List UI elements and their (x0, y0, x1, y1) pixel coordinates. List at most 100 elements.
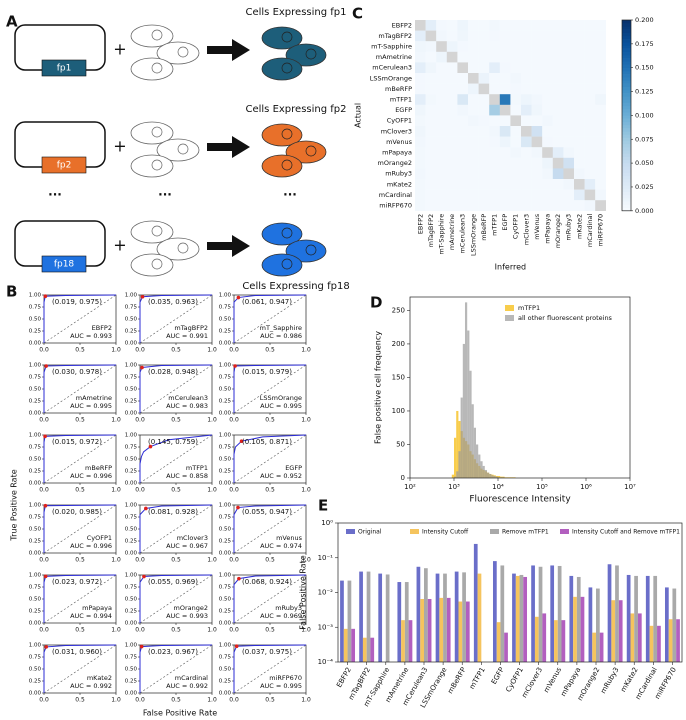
panel-label: C (352, 5, 363, 23)
y-tick-label: 0.50 (219, 457, 232, 463)
diagonal (43, 294, 117, 344)
heatmap-cell (457, 62, 469, 74)
histogram-bar (482, 465, 485, 478)
heatmap-cell (574, 115, 585, 127)
heatmap-cell (595, 168, 606, 180)
y-tick-label: 0.25 (29, 469, 42, 475)
column-label: mRuby3 (565, 214, 573, 241)
y-tick-label: 0.75 (125, 655, 138, 661)
colorbar-step (622, 45, 631, 49)
row-label: mPapaya (382, 149, 412, 157)
heatmap-cell (574, 62, 585, 74)
heatmap-cell (499, 94, 511, 105)
column-label: mCardinal (586, 214, 594, 247)
heatmap-cell (457, 115, 469, 127)
heatmap-cell (574, 30, 585, 42)
heatmap-cell (510, 115, 522, 127)
heatmap-cell (552, 94, 564, 105)
row-label: miRFP670 (379, 202, 412, 210)
heatmap-cell (531, 30, 543, 42)
y-tick-label: 0.75 (219, 585, 232, 591)
bar (351, 628, 356, 662)
x-tick-label: 0.0 (135, 347, 145, 354)
heatmap-cell (499, 179, 511, 190)
heatmap-cell (574, 147, 585, 158)
heatmap-cell (552, 62, 564, 74)
heatmap-cell (446, 83, 458, 95)
operating-point (43, 294, 48, 299)
diagonal (233, 504, 307, 554)
bar (477, 573, 482, 662)
x-tick-label: mVenus (542, 666, 563, 694)
heatmap-cell (489, 157, 500, 169)
y-tick-label: 0.25 (219, 469, 232, 475)
heatmap-cell (415, 136, 426, 148)
y-tick-label: 0.75 (125, 305, 138, 311)
bar (607, 564, 612, 662)
heatmap-cell (489, 168, 500, 180)
heatmap-cell (542, 20, 553, 31)
colorbar-step (622, 102, 631, 107)
y-tick-label: 0.75 (29, 445, 42, 451)
colorbar-step (622, 80, 631, 84)
heatmap-cell (468, 94, 479, 105)
legend-label: Remove mTFP1 (502, 529, 549, 536)
y-tick-label: 0.50 (29, 317, 42, 323)
y-tick-label: 0.75 (125, 585, 138, 591)
heatmap-cell (457, 41, 469, 52)
operating-point (43, 574, 48, 579)
heatmap-cell (499, 51, 511, 63)
x-tick-label: 10⁷ (624, 483, 636, 491)
histogram-bar (486, 472, 490, 478)
heatmap-cell (478, 200, 490, 211)
y-tick-label: 0.50 (125, 527, 138, 533)
heatmap-cell (584, 157, 596, 169)
heatmap-cell (478, 83, 490, 95)
heatmap-cell (521, 83, 532, 95)
y-tick-label: 10⁻⁴ (318, 658, 334, 666)
heatmap-cell (574, 168, 585, 180)
heatmap-cell (489, 189, 500, 201)
heatmap-cell (595, 179, 606, 190)
heatmap-cell (468, 115, 479, 127)
heatmap-cell (499, 41, 511, 52)
bar (496, 622, 501, 662)
heatmap-cell (584, 41, 596, 52)
plasmid-gene (41, 59, 87, 77)
heatmap-cell (531, 104, 543, 116)
heatmap-cell (595, 73, 606, 84)
row-label: EBFP2 (392, 21, 412, 29)
y-axis-label: False Positive Rate (299, 555, 308, 629)
heatmap-cell (425, 168, 437, 180)
heatmap-cell (436, 94, 447, 105)
heatmap-cell (468, 41, 479, 52)
operating-point (44, 645, 49, 649)
roc-name: mTFP1 (186, 464, 208, 472)
row-label: mCardinal (379, 191, 412, 199)
operating-point (148, 444, 153, 449)
bar (347, 580, 352, 662)
legend-swatch (505, 305, 514, 311)
x-tick-label: 1.0 (111, 557, 121, 564)
bar (385, 574, 390, 662)
plus: + (113, 137, 126, 156)
x-tick-label: 0.5 (75, 487, 85, 494)
heatmap-cell (510, 20, 522, 31)
y-tick-label: 0 (401, 474, 405, 482)
y-tick-label: 0.50 (29, 387, 42, 393)
heatmap-cell (510, 136, 522, 148)
heatmap-cell (468, 104, 479, 116)
y-tick-label: 250 (392, 306, 405, 314)
heatmap-cell (415, 62, 426, 74)
y-tick-label: 0.50 (125, 667, 138, 673)
x-tick-label: 0.5 (265, 417, 275, 424)
heatmap-cell (436, 126, 447, 137)
heatmap-cell (415, 126, 426, 137)
heatmap-cell (542, 30, 553, 42)
heatmap-cell (457, 83, 469, 95)
diagonal (43, 364, 117, 414)
x-tick-label: mBeRFP (446, 666, 467, 695)
legend-label: Intensity Cutoff and Remove mTFP1 (572, 529, 680, 536)
colorbar-step (622, 109, 631, 113)
